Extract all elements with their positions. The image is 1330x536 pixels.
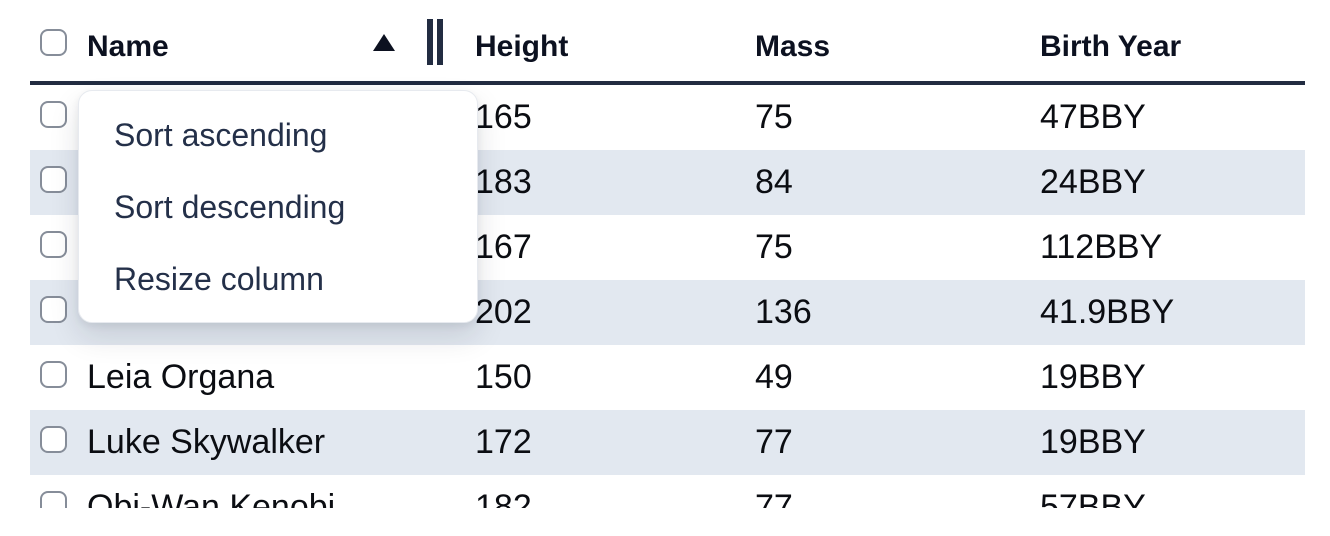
row-checkbox[interactable]	[40, 361, 67, 388]
column-header-height[interactable]: Height	[475, 29, 569, 63]
mass-cell: 77	[755, 423, 793, 461]
mass-cell: 136	[755, 293, 812, 331]
birth-year-cell: 41.9BBY	[1040, 293, 1175, 331]
mass-cell: 75	[755, 228, 793, 266]
sort-ascending-icon[interactable]	[373, 33, 395, 51]
height-cell: 183	[475, 163, 532, 201]
mass-cell: 75	[755, 98, 793, 136]
height-cell: 165	[475, 98, 532, 136]
height-cell: 150	[475, 358, 532, 396]
height-cell: 182	[475, 488, 532, 508]
birth-year-cell: 24BBY	[1040, 163, 1146, 201]
mass-cell: 49	[755, 358, 793, 396]
data-table: Name Height Mass Birth Year 165 75 47BBY…	[30, 0, 1305, 508]
birth-year-cell: 19BBY	[1040, 358, 1146, 396]
row-checkbox[interactable]	[40, 101, 67, 128]
name-cell: Leia Organa	[87, 358, 275, 396]
mass-cell: 84	[755, 163, 793, 201]
table-row: 165 75 47BBY	[30, 85, 1305, 150]
table-row: 202 136 41.9BBY	[30, 280, 1305, 345]
name-cell: Obi-Wan Kenobi	[87, 488, 336, 508]
column-context-menu: Sort ascending Sort descending Resize co…	[78, 90, 478, 323]
row-checkbox[interactable]	[40, 491, 67, 508]
menu-item-sort-descending[interactable]: Sort descending	[114, 188, 346, 225]
mass-cell: 77	[755, 488, 793, 508]
table-header-row: Name Height Mass Birth Year	[30, 0, 1305, 85]
column-resize-handle[interactable]	[427, 18, 443, 65]
row-checkbox[interactable]	[40, 166, 67, 193]
select-all-cell	[30, 29, 75, 64]
resize-bar-icon	[427, 18, 433, 65]
column-header-birth-year[interactable]: Birth Year	[1040, 29, 1182, 63]
birth-year-cell: 19BBY	[1040, 423, 1146, 461]
birth-year-cell: 57BBY	[1040, 488, 1146, 508]
height-cell: 172	[475, 423, 532, 461]
name-cell: Luke Skywalker	[87, 423, 326, 461]
table-row: Luke Skywalker 172 77 19BBY	[30, 410, 1305, 475]
table-row: 167 75 112BBY	[30, 215, 1305, 280]
resize-bar-icon	[437, 18, 443, 65]
table-row: Leia Organa 150 49 19BBY	[30, 345, 1305, 410]
table-row: Obi-Wan Kenobi 182 77 57BBY	[30, 475, 1305, 508]
height-cell: 167	[475, 228, 532, 266]
column-header-name-label: Name	[87, 29, 169, 63]
column-header-mass[interactable]: Mass	[755, 29, 831, 63]
row-checkbox[interactable]	[40, 296, 67, 323]
table-body: 165 75 47BBY 183 84 24BBY 167 75 112BBY …	[30, 85, 1305, 508]
menu-item-sort-ascending[interactable]: Sort ascending	[114, 116, 328, 153]
birth-year-cell: 112BBY	[1040, 228, 1163, 266]
column-header-name[interactable]: Name	[75, 12, 455, 81]
birth-year-cell: 47BBY	[1040, 98, 1146, 136]
height-cell: 202	[475, 293, 532, 331]
menu-item-resize-column[interactable]: Resize column	[114, 260, 324, 297]
row-checkbox[interactable]	[40, 426, 67, 453]
select-all-checkbox[interactable]	[40, 29, 67, 56]
row-checkbox[interactable]	[40, 231, 67, 258]
